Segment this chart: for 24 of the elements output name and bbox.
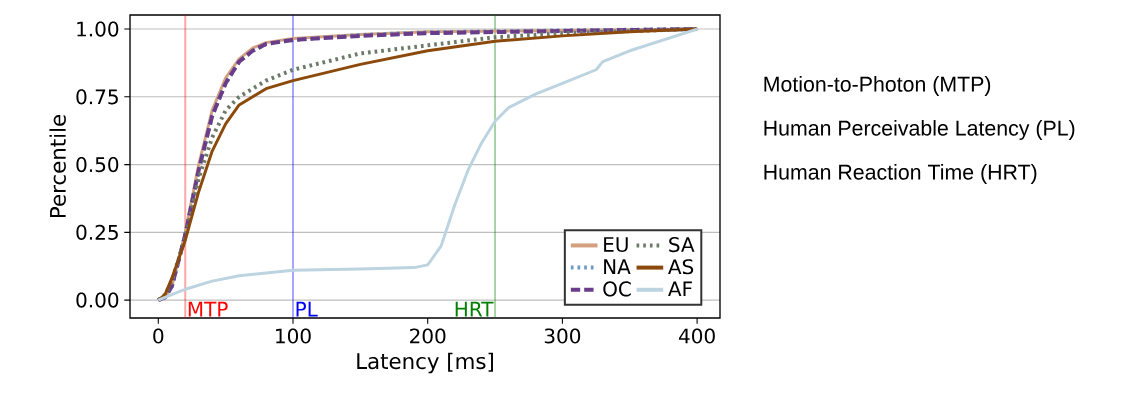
ref-line-label: PL	[296, 301, 318, 317]
text: Human Perceivable Latency (PL)	[764, 120, 1075, 140]
x-tick-label: 200	[410, 328, 446, 344]
x-tick-label: 0	[153, 328, 164, 344]
y-tick-label: 0.00	[76, 292, 119, 308]
y-tick-label: 0.25	[76, 224, 118, 240]
x-tick-label: 100	[276, 328, 311, 344]
y-tick-label: 0.50	[76, 157, 119, 173]
y-tick-label: 1.00	[77, 21, 119, 37]
y-tick-label: 0.75	[76, 89, 118, 105]
legend-label: NA	[604, 259, 631, 274]
legend-label: AF	[668, 281, 692, 297]
text: Human Reaction Time (HRT)	[764, 164, 1037, 184]
x-tick-label: 300	[544, 328, 581, 344]
ref-line-label: HRT	[455, 301, 494, 317]
ref-line-label: MTP	[188, 301, 228, 317]
text: Motion-to-Photon (MTP)	[764, 76, 991, 96]
legend-label: EU	[604, 237, 628, 253]
x-axis-title: Latency [ms]	[357, 352, 493, 374]
legend-label: AS	[668, 259, 694, 275]
y-axis-title: Percentile	[49, 115, 66, 218]
legend-label: SA	[669, 237, 695, 253]
x-tick-label: 400	[679, 328, 715, 344]
legend-label: OC	[603, 281, 631, 297]
